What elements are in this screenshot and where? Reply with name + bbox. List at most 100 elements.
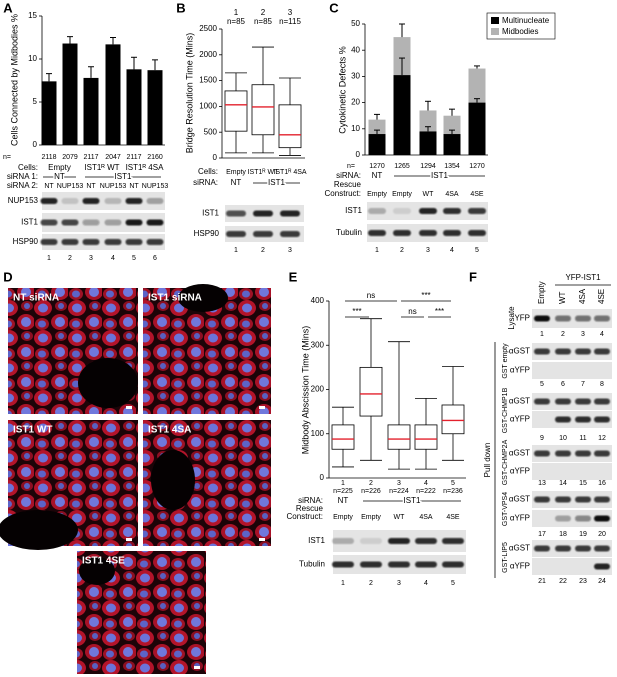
band — [61, 198, 79, 204]
category: IST1ᴿ WT — [248, 169, 279, 176]
bar-segment — [468, 68, 486, 103]
band — [534, 398, 550, 405]
band — [104, 198, 122, 204]
blot — [532, 309, 612, 328]
n-label: 1265 — [394, 163, 410, 170]
band — [368, 230, 386, 236]
label: 3 — [397, 480, 401, 487]
blot-label: IST1 — [308, 536, 325, 545]
y-axis-title: Cytokinetic Defects % — [337, 46, 347, 134]
span-label: NT — [54, 172, 65, 181]
band — [575, 315, 591, 322]
y-tick-label: 15 — [28, 11, 37, 20]
n-label: 2047 — [105, 154, 121, 161]
label: Rescue — [334, 180, 362, 189]
lane-number: 10 — [559, 435, 567, 442]
band — [332, 561, 354, 568]
band — [146, 219, 164, 226]
bar-segment — [468, 102, 486, 155]
lane-number: 15 — [579, 480, 587, 487]
blot-label: HSP90 — [194, 229, 220, 238]
group-label: GST-CHMP2A — [502, 439, 509, 485]
category: NT — [44, 183, 54, 190]
band — [104, 239, 122, 245]
band — [253, 210, 273, 217]
blot-label: HSP90 — [13, 237, 39, 246]
band — [534, 496, 550, 503]
lane-number: 24 — [598, 578, 606, 585]
y-tick-label: 300 — [311, 340, 325, 349]
band — [40, 198, 58, 204]
lane-number: 16 — [598, 480, 606, 487]
band — [594, 348, 610, 355]
lane-number: 3 — [426, 247, 430, 254]
lane-number: 22 — [559, 578, 567, 585]
band — [443, 208, 461, 214]
label: 1 — [234, 8, 239, 17]
span-label: IST1 — [404, 496, 421, 505]
y-axis-title: Bridge Resolution Time (Mins) — [184, 33, 194, 154]
lane-number: 6 — [153, 255, 157, 262]
scale-bar — [259, 406, 265, 409]
image-label: IST1 4SA — [148, 425, 191, 436]
header: YFP-IST1 — [565, 273, 601, 282]
y-tick-label: 2500 — [199, 24, 217, 33]
band — [125, 198, 143, 204]
band — [555, 348, 571, 355]
band — [280, 231, 300, 237]
span-label: IST1 — [431, 171, 448, 180]
background-gap — [79, 557, 115, 585]
bar-segment — [419, 110, 437, 132]
blot-label: αYFP — [510, 514, 530, 523]
band — [388, 538, 410, 544]
band — [40, 219, 58, 226]
category: IST1ᴿ 4SA — [273, 169, 306, 176]
band — [468, 230, 486, 236]
panel-letter: A — [3, 0, 13, 15]
panel-letter: F — [469, 269, 477, 284]
lane-number: 12 — [598, 435, 606, 442]
category: Empty — [333, 514, 353, 521]
category: NUP153 — [142, 183, 169, 190]
blot-label: αGST — [509, 397, 530, 406]
category: IST1ᴿ 4SA — [126, 163, 165, 172]
band — [82, 239, 100, 245]
label: Cells: — [18, 163, 38, 172]
label: siRNA 2: — [7, 181, 38, 190]
blot-label: αYFP — [510, 366, 530, 375]
label: n= — [3, 154, 11, 161]
scale-bar — [194, 666, 200, 669]
band — [442, 561, 464, 568]
band — [419, 230, 437, 236]
legend-swatch — [491, 17, 499, 24]
label: 4 — [424, 480, 428, 487]
label: siRNA: — [336, 171, 361, 180]
blot — [42, 234, 165, 250]
bar-segment — [368, 119, 386, 135]
y-tick-label: 0 — [33, 140, 38, 149]
label: Cells: — [198, 167, 218, 176]
lane-number: 3 — [89, 255, 93, 262]
y-tick-label: 10 — [351, 124, 360, 133]
bar-segment — [393, 37, 411, 76]
blot — [532, 445, 612, 462]
band — [594, 315, 610, 322]
band — [442, 538, 464, 544]
band — [594, 450, 610, 457]
blot — [42, 213, 165, 232]
n-label: 1294 — [420, 163, 436, 170]
n-label: 2117 — [126, 154, 141, 161]
lane-number: 18 — [559, 531, 567, 538]
blot — [532, 558, 612, 575]
background-gap — [151, 450, 195, 510]
n-label: 2079 — [62, 154, 78, 161]
category: Empty — [48, 163, 71, 172]
band — [61, 239, 79, 245]
label: n=225 — [333, 488, 353, 495]
blot-label: αGST — [509, 544, 530, 553]
n-label: 1354 — [444, 163, 460, 170]
label: 1 — [341, 480, 345, 487]
label: 3 — [288, 8, 293, 17]
lane-number: 14 — [559, 480, 567, 487]
